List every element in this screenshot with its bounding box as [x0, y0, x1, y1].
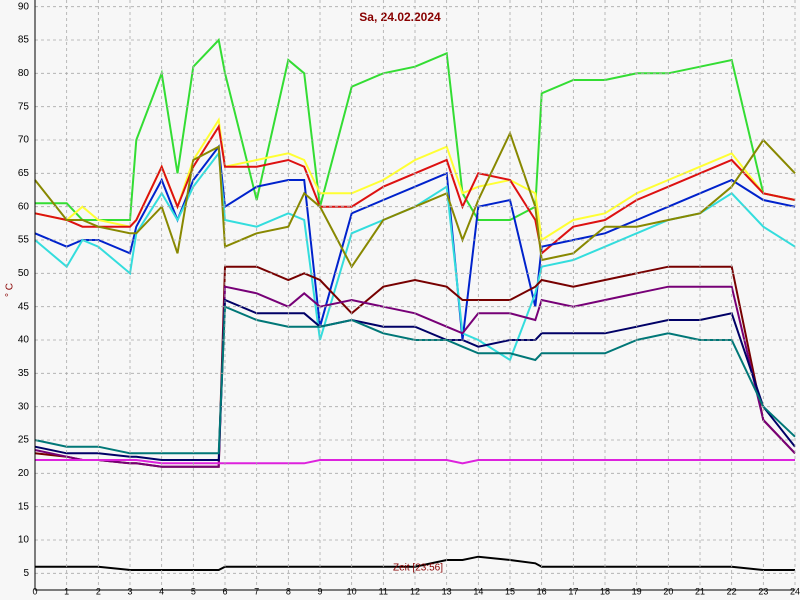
y-tick-label: 30 — [18, 401, 30, 412]
y-tick-label: 20 — [18, 468, 30, 479]
x-tick-label: 22 — [727, 586, 737, 596]
series-line — [34, 123, 796, 256]
x-tick-label: 14 — [473, 586, 483, 596]
x-tick-label: 12 — [410, 586, 420, 596]
series-line — [34, 285, 796, 468]
x-tick-label: 0 — [32, 586, 37, 596]
x-tick-label: 15 — [505, 586, 515, 596]
y-tick-label: 50 — [18, 268, 30, 279]
y-tick-label: 85 — [18, 35, 30, 46]
x-tick-label: 20 — [663, 586, 673, 596]
y-tick-label: 60 — [18, 201, 30, 212]
y-tick-label: 55 — [18, 235, 30, 246]
x-tick-label: 7 — [254, 586, 259, 596]
y-tick-label: 25 — [18, 435, 30, 446]
series-line — [34, 150, 796, 362]
y-tick-label: 90 — [18, 1, 30, 12]
x-tick-label: 2 — [96, 586, 101, 596]
y-tick-label: 70 — [18, 135, 30, 146]
y-tick-label: 10 — [18, 535, 30, 546]
x-tick-label: 24 — [790, 586, 800, 596]
x-tick-label: 9 — [317, 586, 322, 596]
y-tick-label: 80 — [18, 68, 30, 79]
chart-title: Sa, 24.02.2024 — [359, 10, 441, 24]
y-tick-label: 75 — [18, 101, 30, 112]
y-tick-label: 35 — [18, 368, 30, 379]
x-tick-label: 16 — [537, 586, 547, 596]
series-line — [34, 130, 796, 269]
series-line — [35, 555, 795, 571]
x-tick-label: 10 — [347, 586, 357, 596]
y-tick-label: 5 — [23, 568, 29, 579]
x-tick-label: 6 — [222, 586, 227, 596]
x-axis-label: Zeit [23:56] — [393, 563, 443, 574]
y-tick-label: 40 — [18, 335, 30, 346]
y-tick-label: 45 — [18, 301, 30, 312]
x-tick-label: 11 — [379, 586, 388, 596]
series-line — [34, 305, 796, 455]
x-tick-label: 8 — [286, 586, 291, 596]
y-tick-label: 15 — [18, 501, 30, 512]
x-tick-label: 5 — [191, 586, 196, 596]
x-tick-label: 13 — [442, 586, 452, 596]
x-tick-label: 23 — [758, 586, 768, 596]
x-tick-label: 18 — [600, 586, 610, 596]
y-axis-label: ° C — [5, 283, 16, 297]
series-line — [35, 459, 795, 465]
x-tick-label: 21 — [695, 586, 705, 596]
x-tick-label: 3 — [127, 586, 132, 596]
x-tick-label: 19 — [632, 586, 642, 596]
series-line — [34, 298, 796, 461]
y-tick-label: 65 — [18, 168, 30, 179]
x-tick-label: 17 — [568, 586, 578, 596]
series-line — [35, 37, 796, 221]
x-tick-label: 1 — [64, 586, 69, 596]
x-tick-label: 4 — [159, 586, 164, 596]
